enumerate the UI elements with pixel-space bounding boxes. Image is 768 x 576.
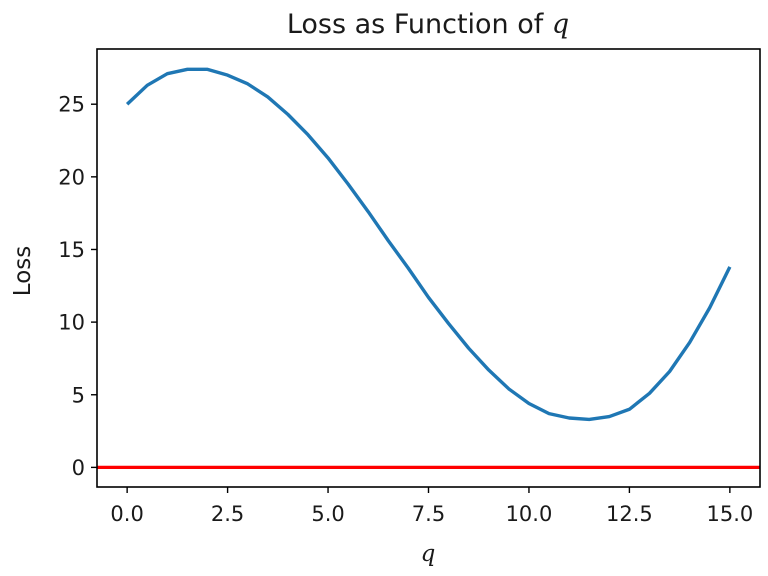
x-tick-label: 7.5: [412, 502, 445, 526]
y-tick-label: 20: [58, 165, 85, 189]
plot-area: [97, 67, 760, 469]
loss-curve: [125, 67, 732, 422]
y-tick-label: 25: [58, 93, 85, 117]
x-tick-label: 2.5: [211, 502, 244, 526]
y-axis-label: Loss: [10, 246, 36, 296]
y-tick-label: 5: [72, 383, 85, 407]
x-tick-label: 12.5: [606, 502, 653, 526]
y-tick-label: 10: [58, 311, 85, 335]
x-tick-label: 15.0: [706, 502, 753, 526]
axis-ticks: 0.0 2.5 5.0 7.5 10.0 12.5 15.0 0 5 10 15 20 25: [58, 93, 753, 526]
x-tick-label: 5.0: [311, 502, 344, 526]
plot-frame: [96, 48, 761, 488]
chart-title: Loss as Function of q: [287, 9, 569, 40]
title-variable: q: [552, 9, 569, 40]
x-tick-label: 0.0: [110, 502, 143, 526]
y-tick-label: 15: [58, 238, 85, 262]
x-axis-label: q: [421, 541, 436, 567]
title-prefix: Loss as Function of: [287, 9, 552, 40]
x-tick-label: 10.0: [506, 502, 553, 526]
y-tick-label: 0: [72, 456, 85, 480]
